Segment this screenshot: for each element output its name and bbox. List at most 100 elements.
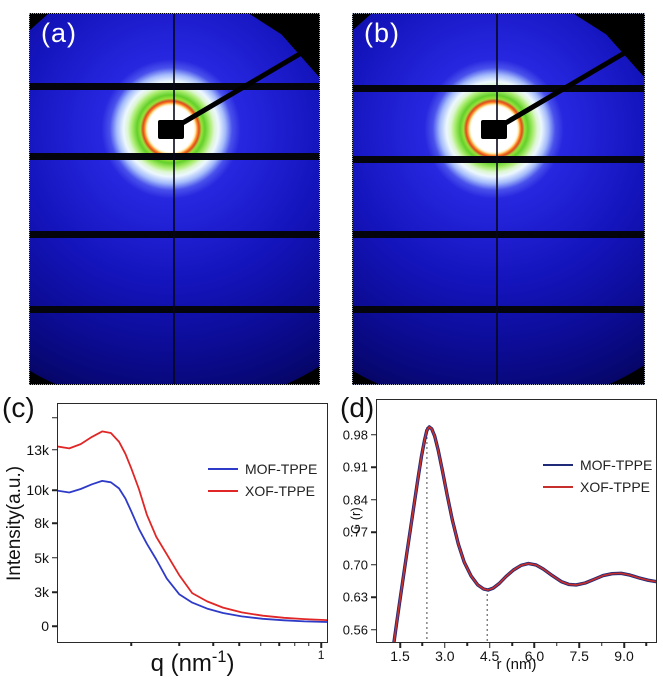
panel-label-a: (a) [41,18,77,48]
c-legend: MOF-TPPE XOF-TPPE [208,461,317,499]
y-tick [371,434,377,436]
d-plot-area: 1.5 3.0 4.5 6.0 7.5 9.0 0.98 0.91 0.84 0.77 0.70 0.… [343,399,657,664]
c-x-axis-title-text: q (nm [150,650,212,677]
x-tick [307,642,310,646]
y-tick-label: 5k [34,549,49,566]
x-tick [511,642,513,646]
d-legend-label-mof: MOF-TPPE [580,457,653,473]
y-tick [52,489,58,492]
c-curves [58,430,327,623]
d-curves [392,425,656,642]
mof-line-swatch [543,463,573,467]
c-legend-label-mof: MOF-TPPE [245,461,318,477]
detector-column-gap [496,14,498,384]
detector-module-gap [353,306,644,313]
series-MOF-TPPE [58,480,327,623]
x-tick [533,642,536,648]
beamstop [158,120,184,139]
c-x-axis-title-suffix: ) [226,650,235,677]
d-legend-item-mof: MOF-TPPE [543,457,652,473]
x-tick [488,642,491,648]
series-XOF-TPPE [58,430,327,622]
x-tick [294,642,296,646]
y-tick-label: 0.84 [342,492,368,508]
x-tick [645,642,648,646]
y-tick-label: 0.98 [342,427,368,443]
mof-line-swatch [208,467,238,471]
c-plot-area: 1 13k 10k 8k 5k 3k 0 [26,403,328,662]
y-tick [52,591,58,594]
y-tick-label: 3k [34,584,49,601]
x-tick [421,642,424,646]
y-tick [52,625,58,627]
x-tick [399,642,401,648]
y-tick [371,531,377,534]
y-tick [371,564,377,566]
y-tick-label: 0.91 [342,459,368,475]
panel-label-b: (b) [364,18,400,48]
d-x-axis-title: r (nm) [376,655,657,673]
y-tick [371,499,377,501]
y-tick-label: 0.77 [342,524,368,540]
x-tick-label: 1 [317,648,325,662]
detector-module-gap [353,156,644,163]
y-tick [371,466,377,469]
y-tick [52,522,58,524]
y-tick-label: 0.70 [342,557,368,573]
x-tick-label: 4.5 [479,648,500,664]
y-tick-label: 13k [26,441,49,458]
pddf-chart: (d) G (r) 1.5 3.0 4.5 6.0 7.5 9.0 0.98 0.91 0.84… [335,392,663,694]
x-tick [278,642,280,646]
y-tick-label: 10k [26,482,49,499]
panel-label-d: (d) [340,392,375,423]
d-legend: MOF-TPPE XOF-TPPE [543,457,652,495]
d-legend-item-xof: XOF-TPPE [543,479,652,495]
x-tick [260,642,262,646]
c-legend-item-mof: MOF-TPPE [208,461,317,477]
y-tick-label: 8k [34,515,49,531]
x-tick [466,642,468,646]
d-x-axis-title-text: r (nm) [496,656,537,673]
x-tick [556,642,558,646]
x-tick [178,642,180,646]
x-tick [212,642,214,646]
c-y-axis-title: Intensity(a.u.) [4,465,25,581]
beamstop [481,120,507,139]
x-tick [238,642,241,646]
y-tick [52,448,58,451]
saxs-pattern-b: (b) [352,13,645,385]
x-tick [130,642,133,646]
detector-module-gap [353,231,644,238]
series-XOF-TPPE [393,426,656,642]
panel-label-c: (c) [2,392,35,423]
x-tick [623,642,625,648]
detector-column-gap [173,14,175,384]
detector-module-gap [353,85,644,92]
y-tick [52,556,58,559]
c-x-axis-title: q (nm-1) [57,648,328,678]
c-legend-label-xof: XOF-TPPE [245,483,316,499]
x-tick [320,642,322,648]
y-tick-label: 0.63 [342,589,368,605]
x-tick [444,642,446,648]
xof-line-swatch [543,485,573,489]
x-tick-label: 1.5 [390,648,410,664]
x-tick-label: 6.0 [524,648,545,664]
c-legend-item-xof: XOF-TPPE [208,483,317,499]
x-tick-label: 9.0 [614,648,634,664]
d-legend-label-xof: XOF-TPPE [580,479,651,495]
y-tick [52,417,58,419]
saxs-pattern-a: (a) [29,13,320,385]
x-tick [600,642,603,646]
y-tick [371,629,377,631]
y-tick [371,596,377,599]
x-tick-label: 7.5 [569,648,589,664]
xof-line-swatch [208,489,238,493]
y-tick-label: 0 [41,618,49,635]
saxs-intensity-chart: (c) Intensity(a.u.) 1 13k 10k 8k 5k 3k 0 q (nm… [0,392,335,694]
c-x-axis-title-sup: -1 [211,648,227,666]
x-tick-label: 3.0 [435,648,455,664]
y-tick-label: 0.56 [342,622,368,638]
x-tick [578,642,580,648]
